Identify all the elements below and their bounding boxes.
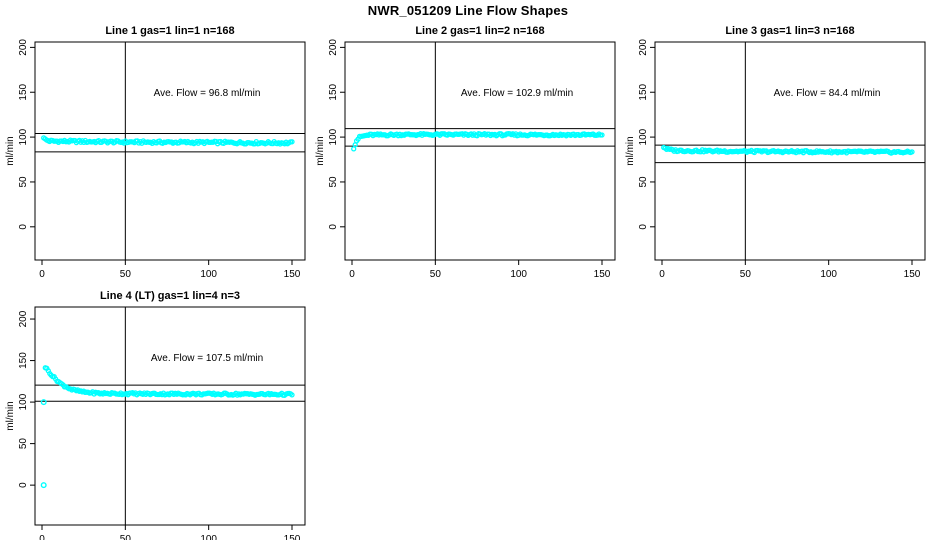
data-point [599,132,605,138]
y-tick-label: 0 [18,224,29,230]
plot-box [654,41,926,261]
plot-box [344,41,616,261]
x-tick-label: 50 [120,269,132,280]
main-title: NWR_051209 Line Flow Shapes [367,3,569,18]
y-tick-label: 150 [638,83,649,100]
x-tick-label: 100 [200,269,217,280]
x-tick-label: 150 [284,269,301,280]
x-tick-label: 0 [39,269,45,280]
x-tick-label: 50 [740,269,752,280]
outlier-point [40,399,47,406]
y-tick-label: 0 [328,224,339,230]
y-tick-label: 100 [18,393,29,410]
y-tick-label: 150 [328,83,339,100]
x-tick-label: 0 [349,269,355,280]
y-axis-label: ml/min [315,136,326,165]
y-tick-label: 50 [18,438,29,450]
y-tick-label: 200 [18,310,29,327]
x-tick-label: 0 [659,269,665,280]
x-tick-label: 50 [430,269,442,280]
data-point [289,392,295,398]
data-point [909,149,915,155]
y-axis-label: ml/min [5,136,16,165]
x-tick-label: 150 [904,269,921,280]
panel-title: Line 3 gas=1 lin=3 n=168 [725,25,854,37]
x-tick-label: 0 [39,534,45,540]
y-tick-label: 50 [328,176,339,188]
y-tick-label: 0 [18,482,29,488]
x-tick-label: 100 [510,269,527,280]
x-tick-label: 100 [200,534,217,540]
y-axis-label: ml/min [5,401,16,430]
y-tick-label: 200 [328,39,339,56]
x-tick-label: 100 [820,269,837,280]
panel-title: Line 2 gas=1 lin=2 n=168 [415,25,544,37]
y-tick-label: 150 [18,83,29,100]
y-tick-label: 50 [638,176,649,188]
ave-flow-annotation: Ave. Flow = 102.9 ml/min [461,88,573,99]
ave-flow-annotation: Ave. Flow = 107.5 ml/min [151,353,263,364]
x-tick-label: 50 [120,534,132,540]
data-point [351,146,357,152]
panel-title: Line 1 gas=1 lin=1 n=168 [105,25,234,37]
y-tick-label: 200 [638,39,649,56]
y-tick-label: 150 [18,352,29,369]
x-tick-label: 150 [594,269,611,280]
y-tick-label: 200 [18,39,29,56]
y-tick-label: 100 [18,128,29,145]
y-tick-label: 0 [638,224,649,230]
y-tick-label: 50 [18,176,29,188]
y-tick-label: 100 [638,128,649,145]
y-tick-label: 100 [328,128,339,145]
y-axis-label: ml/min [625,136,636,165]
data-point [289,139,295,145]
plot-box [34,41,306,261]
ave-flow-annotation: Ave. Flow = 84.4 ml/min [774,88,881,99]
outlier-point [40,482,47,489]
ave-flow-annotation: Ave. Flow = 96.8 ml/min [154,88,261,99]
panel-title: Line 4 (LT) gas=1 lin=4 n=3 [100,290,240,302]
x-tick-label: 150 [284,534,301,540]
plot-box [34,306,306,526]
